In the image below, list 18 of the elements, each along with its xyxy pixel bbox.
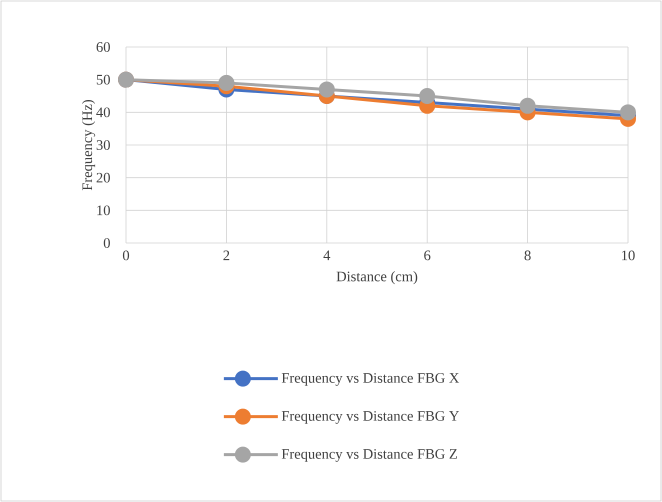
y-tick-label: 10 (97, 205, 110, 216)
y-tick-label: 40 (96, 107, 110, 118)
y-tick-label: 20 (96, 172, 110, 183)
legend-label: Frequency vs Distance FBG X (282, 373, 460, 386)
y-tick-label: 30 (96, 140, 110, 150)
x-tick-label: 0 (122, 250, 130, 260)
x-axis-title: Distance (cm) (336, 271, 418, 284)
x-tick-label: 2 (223, 250, 230, 260)
legend-label: Frequency vs Distance FBG Z (282, 449, 457, 462)
x-tick-label: 4 (323, 250, 330, 260)
y-tick-label: 0 (104, 238, 110, 248)
x-tick-label: 8 (524, 250, 531, 260)
y-axis-title: Frequency (Hz) (82, 100, 96, 190)
y-tick-label: 50 (96, 74, 110, 85)
legend-label: Frequency vs Distance FBG Y (282, 411, 459, 424)
y-tick-label: 60 (96, 42, 110, 52)
x-tick-label: 6 (424, 250, 430, 260)
x-tick-label: 10 (622, 250, 635, 260)
